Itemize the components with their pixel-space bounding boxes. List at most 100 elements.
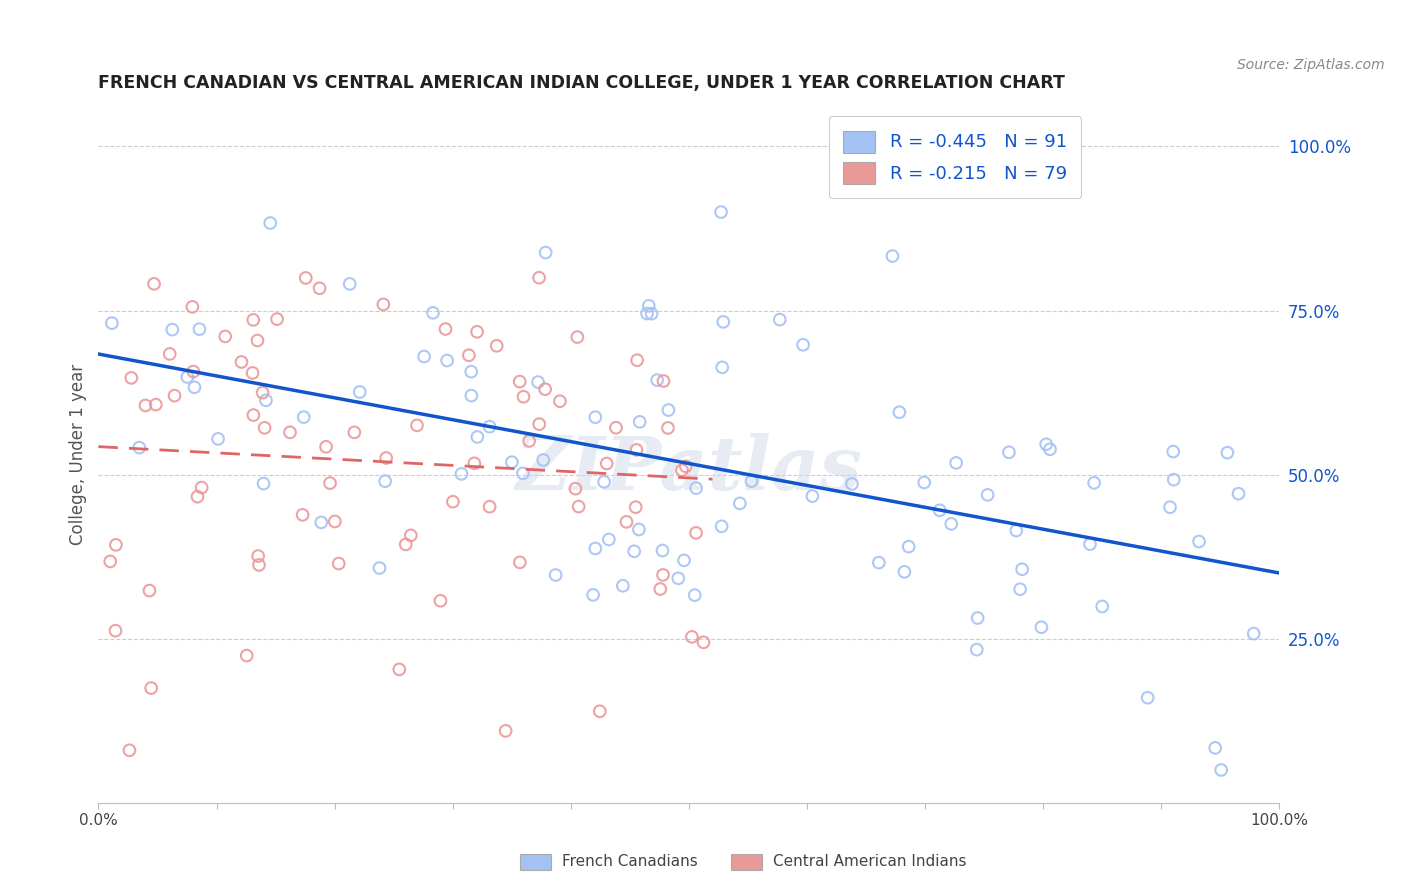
Point	[626, 442, 648, 457]
Point	[623, 544, 645, 558]
Point	[247, 549, 270, 563]
Point	[1039, 442, 1062, 457]
Point	[627, 523, 650, 537]
Point	[181, 300, 204, 314]
Point	[517, 434, 540, 448]
Point	[1031, 620, 1053, 634]
Point	[512, 390, 534, 404]
Point	[671, 463, 693, 477]
Point	[478, 419, 501, 434]
Point	[259, 216, 281, 230]
Point	[242, 366, 264, 380]
Legend: R = -0.445   N = 91, R = -0.215   N = 79: R = -0.445 N = 91, R = -0.215 N = 79	[828, 116, 1081, 198]
Point	[406, 418, 429, 433]
Point	[328, 557, 350, 571]
Point	[339, 277, 361, 291]
Point	[235, 648, 257, 663]
Point	[624, 500, 647, 515]
Point	[841, 477, 863, 491]
Point	[375, 450, 398, 465]
Point	[460, 365, 482, 379]
Point	[893, 565, 915, 579]
Point	[637, 299, 659, 313]
Point	[598, 533, 620, 547]
Point	[657, 421, 679, 435]
Point	[728, 496, 751, 510]
Point	[434, 322, 457, 336]
Point	[1010, 582, 1032, 597]
Point	[567, 330, 589, 344]
Point	[666, 571, 689, 585]
Point	[966, 611, 988, 625]
Point	[673, 553, 696, 567]
Point	[399, 528, 422, 542]
Point	[139, 681, 162, 695]
Point	[589, 704, 612, 718]
Point	[252, 476, 274, 491]
Point	[882, 249, 904, 263]
Point	[612, 579, 634, 593]
Point	[501, 455, 523, 469]
Point	[368, 561, 391, 575]
Point	[309, 516, 332, 530]
Point	[897, 540, 920, 554]
Point	[889, 405, 911, 419]
Point	[596, 457, 619, 471]
Point	[645, 373, 668, 387]
Point	[374, 474, 396, 488]
Point	[640, 307, 662, 321]
Point	[159, 347, 181, 361]
Point	[373, 297, 395, 311]
Y-axis label: College, Under 1 year: College, Under 1 year	[69, 364, 87, 546]
Point	[138, 583, 160, 598]
Point	[1163, 473, 1185, 487]
Point	[1211, 763, 1233, 777]
Point	[628, 415, 651, 429]
Point	[1188, 534, 1211, 549]
Point	[242, 313, 264, 327]
Point	[176, 370, 198, 384]
Point	[308, 281, 330, 295]
Point	[675, 459, 697, 474]
Point	[534, 382, 557, 396]
Point	[626, 353, 648, 368]
Point	[583, 541, 606, 556]
Point	[509, 375, 531, 389]
Point	[868, 556, 890, 570]
Point	[657, 403, 679, 417]
Point	[792, 338, 814, 352]
Point	[527, 375, 550, 389]
Point	[605, 421, 627, 435]
Point	[711, 360, 734, 375]
Text: ZIPatlas: ZIPatlas	[516, 433, 862, 505]
Text: Source: ZipAtlas.com: Source: ZipAtlas.com	[1237, 58, 1385, 72]
Point	[1204, 740, 1226, 755]
Point	[429, 594, 451, 608]
Point	[534, 245, 557, 260]
Point	[120, 371, 142, 385]
Point	[651, 543, 673, 558]
Point	[1011, 562, 1033, 576]
Point	[246, 334, 269, 348]
Point	[583, 410, 606, 425]
Point	[912, 475, 935, 490]
Point	[183, 380, 205, 394]
Point	[478, 500, 501, 514]
Point	[710, 519, 733, 533]
Point	[685, 525, 707, 540]
Point	[266, 312, 288, 326]
Point	[231, 355, 253, 369]
Point	[568, 500, 591, 514]
Point	[1136, 690, 1159, 705]
Point	[104, 624, 127, 638]
Point	[388, 662, 411, 676]
Point	[465, 325, 488, 339]
Point	[190, 481, 212, 495]
Point	[278, 425, 301, 440]
Text: Central American Indians: Central American Indians	[773, 855, 967, 869]
Point	[998, 445, 1021, 459]
Point	[1005, 524, 1028, 538]
Point	[1227, 486, 1250, 500]
Point	[294, 271, 316, 285]
Point	[101, 316, 124, 330]
